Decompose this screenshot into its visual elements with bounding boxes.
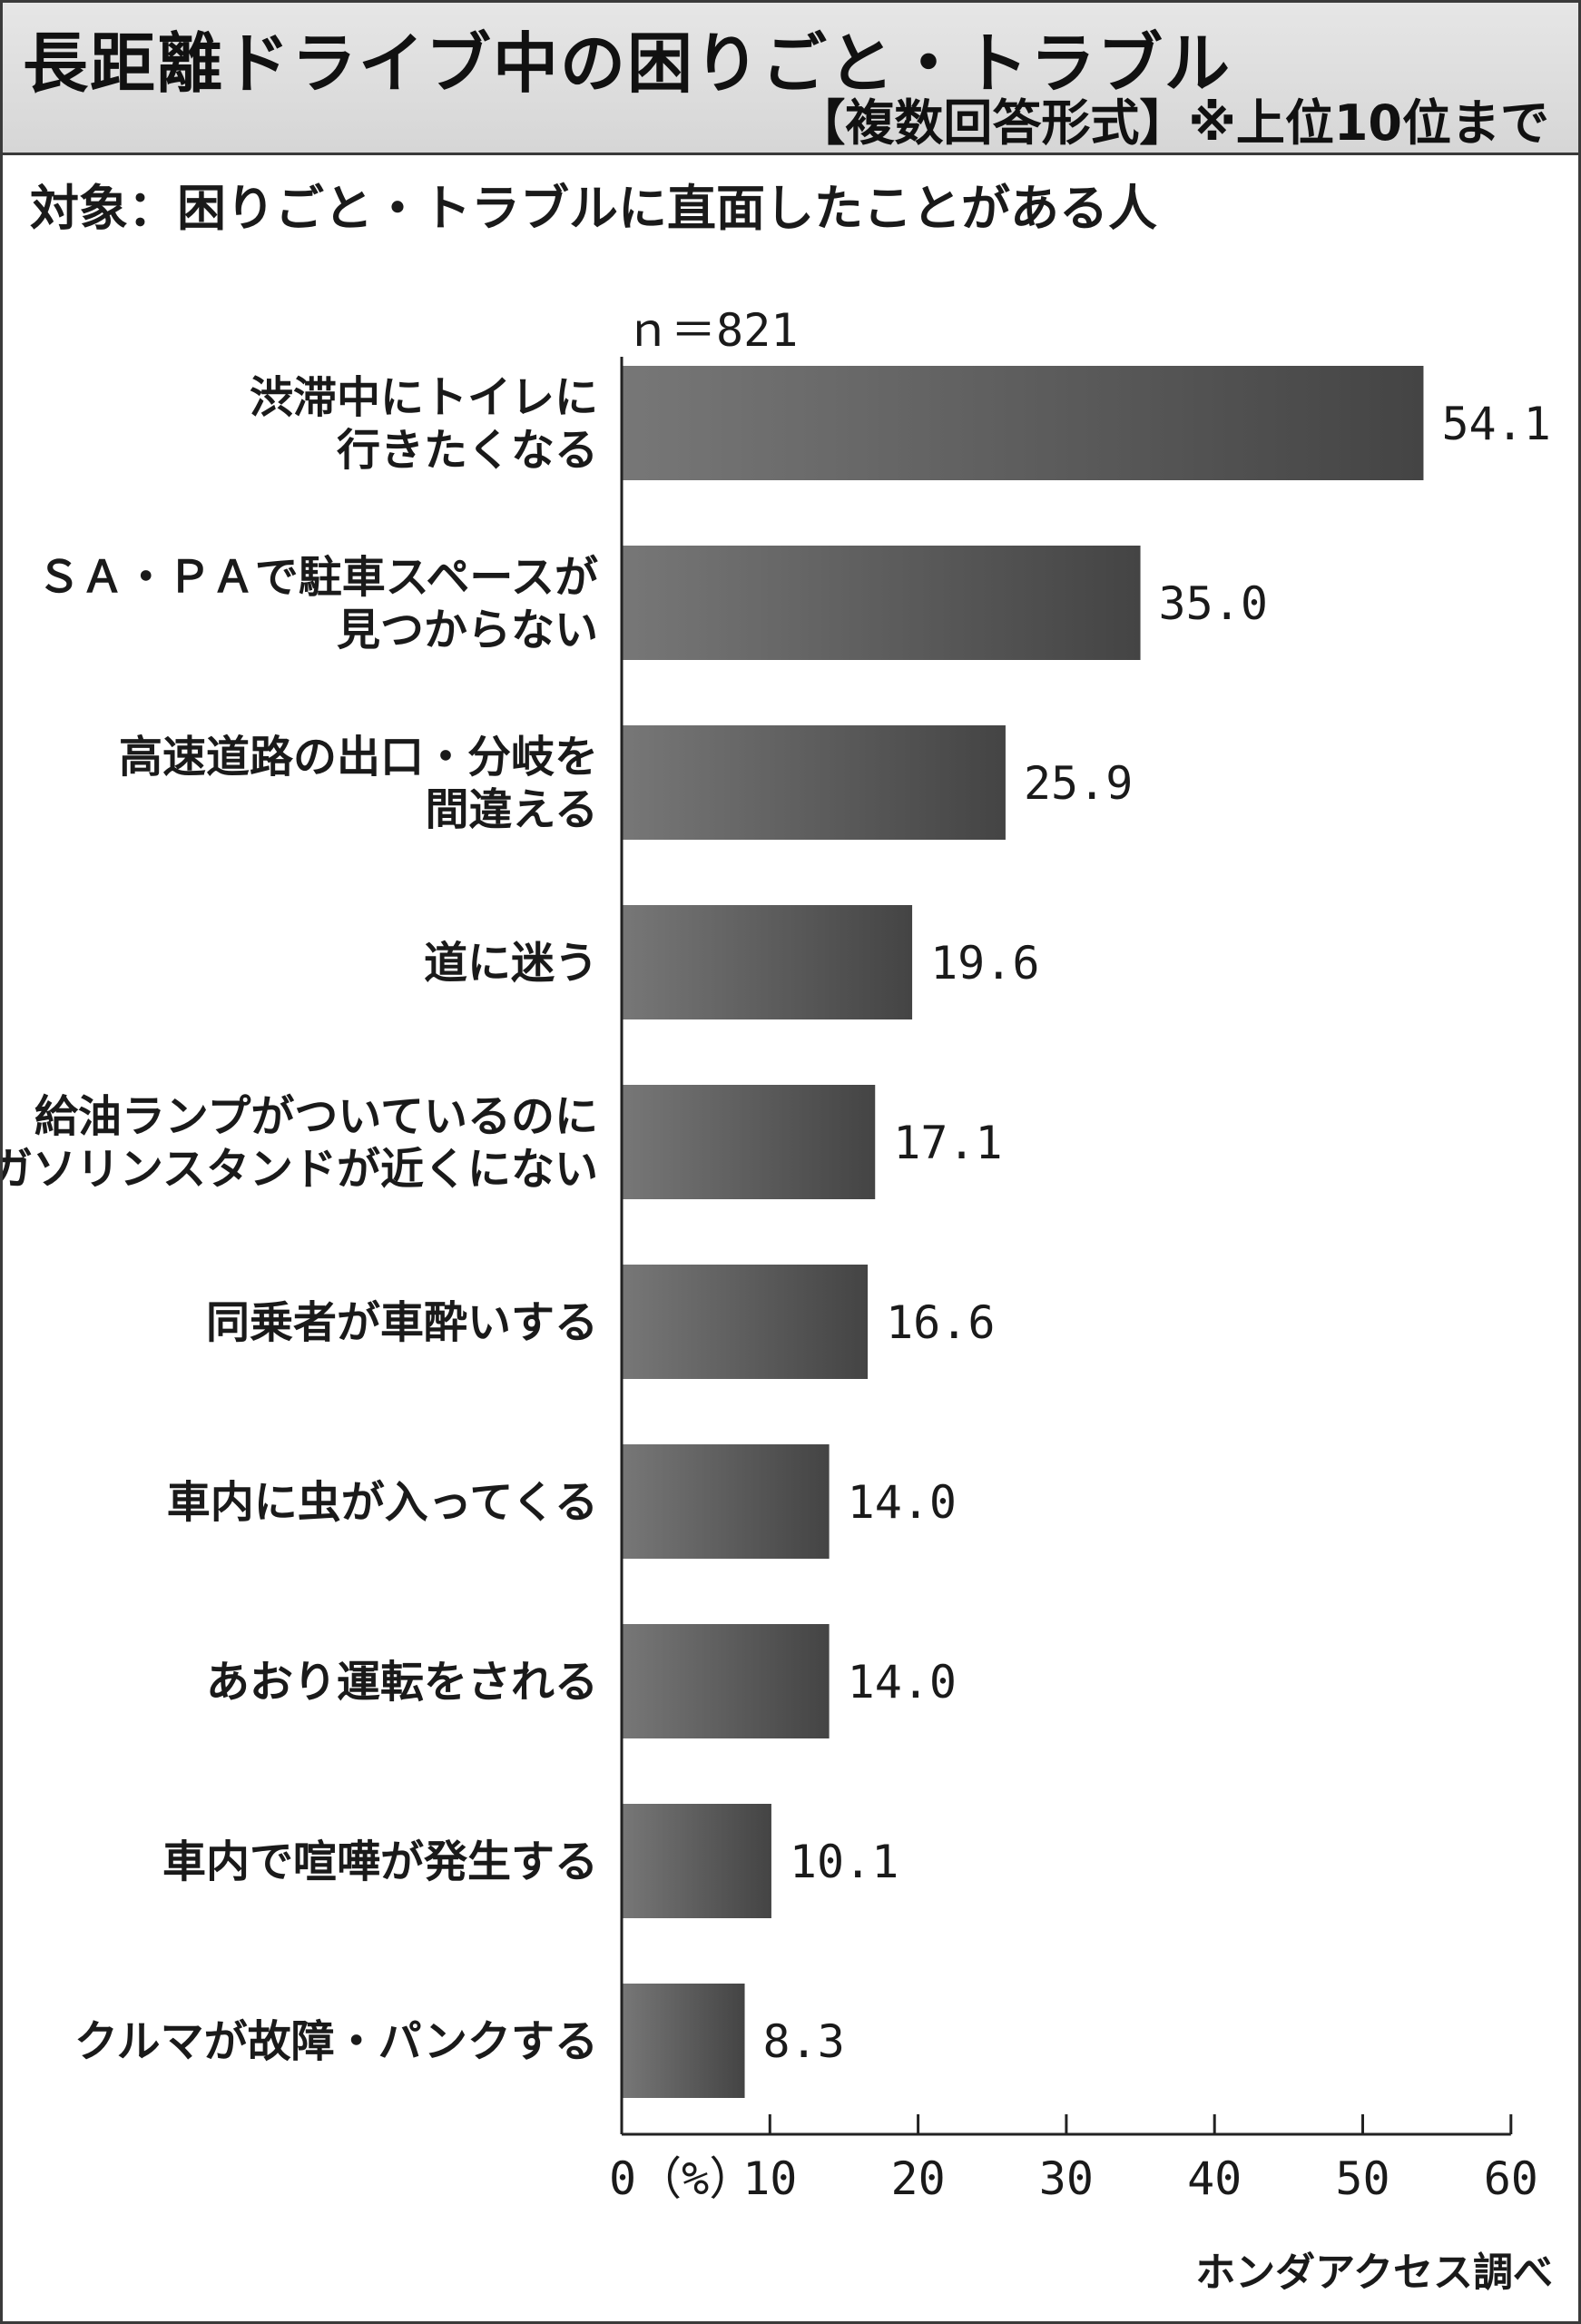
- category-label-3-line-1: 高速道路の出口・分岐を: [119, 732, 598, 783]
- category-label-6-line-1: 同乗者が車酔いする: [206, 1297, 598, 1348]
- category-label-9-line-1: 車内で喧嘩が発生する: [162, 1837, 598, 1887]
- value-label-5: 17.1: [893, 1117, 1002, 1169]
- category-label-4-line-1: 道に迷う: [424, 938, 598, 989]
- category-label-5-line-1: 給油ランプがついているのに: [34, 1091, 598, 1142]
- bar-9: [622, 1804, 771, 1918]
- value-label-7: 14.0: [848, 1476, 957, 1529]
- x-tick-label-4: 40: [1187, 2152, 1242, 2205]
- bar-3: [622, 725, 1006, 840]
- category-label-7-line-1: 車内に虫が入ってくる: [167, 1477, 598, 1528]
- x-tick-label-0: 0（%）: [609, 2152, 754, 2205]
- x-tick-label-5: 50: [1335, 2152, 1390, 2205]
- x-tick-label-1: 10: [742, 2152, 797, 2205]
- value-label-1: 54.1: [1441, 398, 1550, 450]
- value-label-9: 10.1: [790, 1836, 899, 1888]
- value-label-8: 14.0: [848, 1656, 957, 1709]
- bar-6: [622, 1265, 869, 1379]
- value-label-3: 25.9: [1024, 757, 1133, 810]
- value-label-2: 35.0: [1159, 577, 1268, 630]
- bar-7: [622, 1444, 830, 1559]
- category-label-5-line-2: ガソリンスタンドが近くにない: [3, 1144, 598, 1195]
- bar-8: [622, 1624, 830, 1738]
- chart-title: 長距離ドライブ中の困りごと・トラブル: [23, 25, 1232, 102]
- bar-10: [622, 1984, 745, 2098]
- value-label-10: 8.3: [763, 2015, 845, 2068]
- category-label-8-line-1: あおり運転をされる: [206, 1657, 598, 1708]
- value-label-6: 16.6: [886, 1296, 995, 1349]
- category-label-1-line-1: 渋滞中にトイレに: [250, 372, 598, 423]
- category-label-2-line-1: ＳＡ・ＰＡで駐車スペースが: [37, 552, 598, 603]
- sample-size-label: ｎ＝821: [625, 304, 798, 357]
- category-label-1-line-2: 行きたくなる: [337, 425, 598, 476]
- bar-5: [622, 1085, 876, 1199]
- x-tick-label-6: 60: [1484, 2152, 1538, 2205]
- value-label-4: 19.6: [930, 937, 1039, 990]
- source-note: ホンダアクセス調べ: [1195, 2250, 1553, 2296]
- bar-4: [622, 905, 913, 1019]
- target-label: 対象：困りごと・トラブルに直面したことがある人: [30, 180, 1157, 237]
- chart-subtitle: 【複数回答形式】※上位10位まで: [796, 94, 1549, 152]
- bar-2: [622, 546, 1141, 660]
- x-tick-label-3: 30: [1039, 2152, 1094, 2205]
- category-label-2-line-2: 見つからない: [337, 605, 598, 655]
- category-label-3-line-2: 間違える: [425, 784, 598, 835]
- bar-1: [622, 366, 1424, 480]
- category-label-10-line-1: クルマが故障・パンクする: [74, 2016, 598, 2067]
- x-tick-label-2: 20: [890, 2152, 945, 2205]
- chart-header: 長距離ドライブ中の困りごと・トラブル 【複数回答形式】※上位10位まで: [3, 3, 1578, 155]
